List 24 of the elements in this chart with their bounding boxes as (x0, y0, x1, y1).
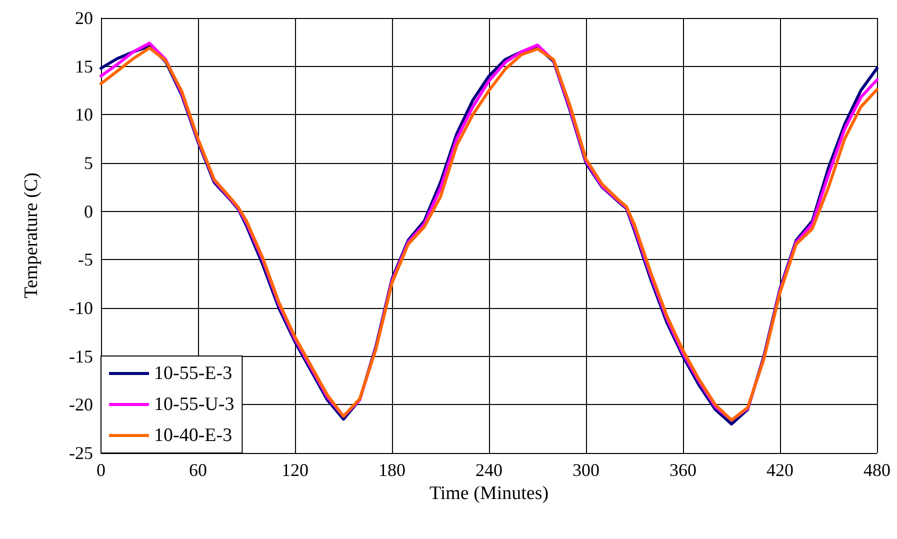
y-tick-label: -20 (69, 394, 93, 415)
x-tick-label: 0 (96, 460, 106, 480)
y-tick-label: 10 (75, 104, 93, 125)
x-tick-label: 60 (189, 460, 207, 480)
y-tick-label: -5 (78, 250, 93, 270)
y-tick-label: -25 (69, 443, 93, 463)
y-tick-label: 0 (84, 201, 93, 222)
x-tick-label: 120 (282, 460, 308, 480)
legend-label: 10-55-E-3 (154, 363, 232, 384)
y-tick-label: 20 (75, 8, 93, 28)
x-tick-label: 420 (766, 460, 794, 480)
x-tick-label: 240 (476, 460, 502, 480)
x-tick-label: 360 (670, 460, 696, 480)
y-tick-label: -10 (69, 298, 93, 318)
legend-label: 10-55-U-3 (154, 394, 234, 415)
y-tick-label: 5 (84, 153, 93, 173)
x-tick-label: 300 (572, 460, 600, 480)
x-axis-title: Time (Minutes) (429, 482, 549, 504)
y-tick-label: 15 (75, 56, 93, 76)
legend-label: 10-40-E-3 (154, 425, 232, 446)
x-tick-label: 180 (378, 460, 406, 480)
x-tick-label: 480 (864, 460, 890, 480)
y-tick-label: -15 (69, 346, 93, 366)
y-axis-title: Temperature (C) (21, 172, 42, 298)
